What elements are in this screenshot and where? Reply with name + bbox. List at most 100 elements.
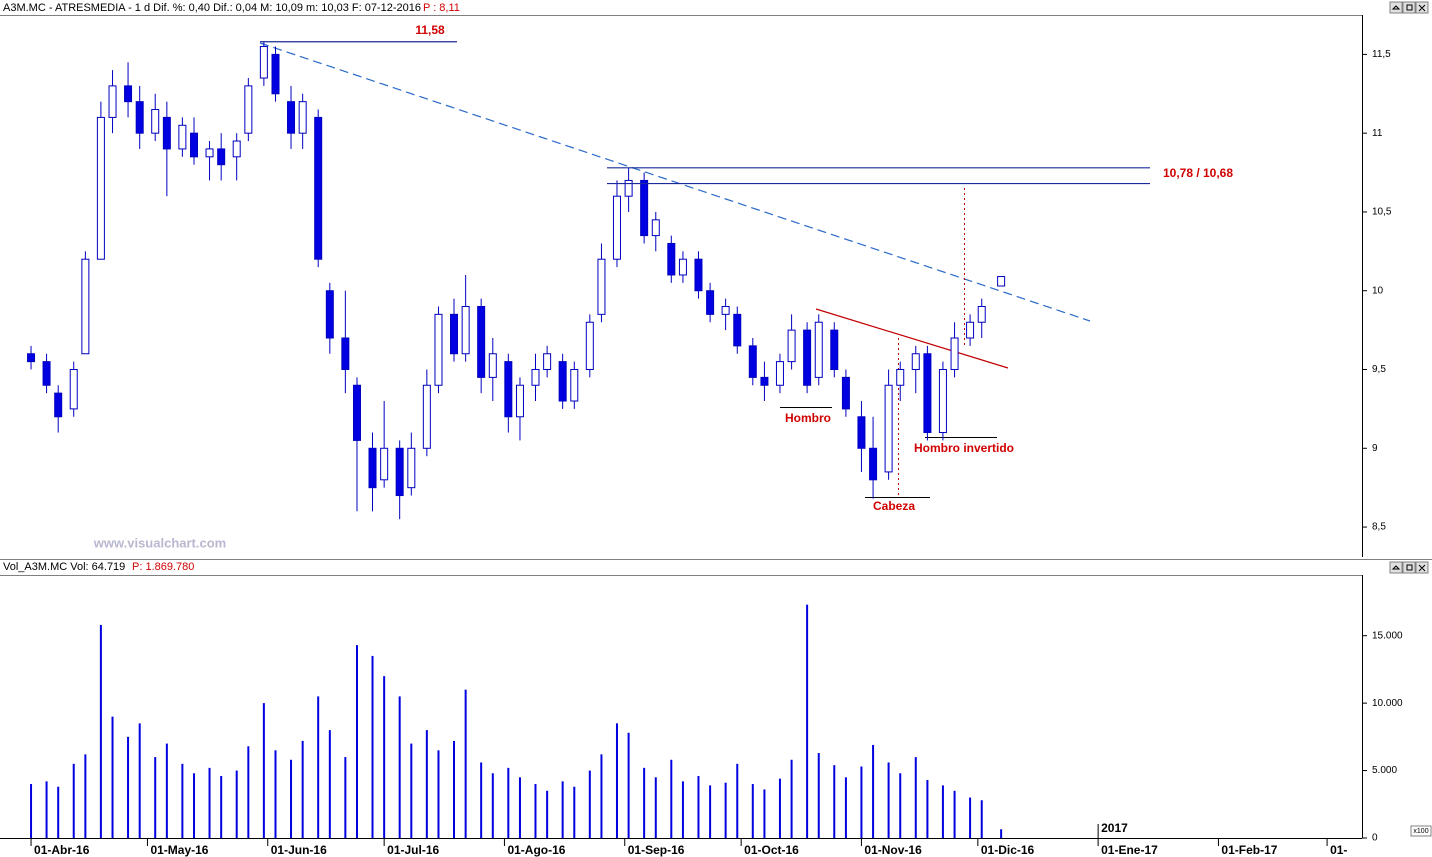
candle-body (775, 361, 784, 386)
volume-header-p: P: 1.869.780 (132, 561, 194, 573)
volume-bar (154, 757, 157, 838)
volume-bar (887, 762, 890, 838)
volume-bar (670, 759, 673, 838)
candle-body (368, 447, 377, 489)
volume-bar (410, 743, 413, 838)
button-icons (1391, 4, 1426, 12)
y-tick-label: 10 (1372, 285, 1384, 296)
candle-body (162, 116, 171, 150)
volume-bar (588, 770, 591, 838)
candle-body (869, 447, 878, 481)
volume-bar (914, 757, 917, 838)
volume-bar (274, 750, 277, 838)
candle-body (271, 53, 280, 95)
volume-bar (763, 789, 766, 838)
candle-body (950, 337, 959, 371)
candle-body (977, 305, 986, 323)
volume-bar (681, 781, 684, 838)
price-window-buttons[interactable] (1389, 1, 1429, 14)
volume-bar (453, 740, 455, 838)
volume-bar (736, 763, 739, 838)
x-tick-label: 01- (1330, 843, 1347, 857)
candle-body (325, 290, 334, 339)
candle-body (108, 85, 117, 118)
volume-bar (969, 797, 972, 838)
year-label: 2017 (1101, 821, 1128, 835)
x-tick-label: 01-Sep-16 (628, 843, 685, 857)
candle-body (678, 258, 687, 276)
volume-bar (57, 786, 60, 838)
volume-bar (193, 773, 196, 838)
y-tick-label: 9,5 (1372, 364, 1386, 375)
volume-bar (899, 773, 902, 838)
x-tick-label: 01-Ago-16 (507, 843, 565, 857)
volume-bar (751, 784, 754, 838)
volume-bar (72, 763, 75, 838)
volume-bar (518, 777, 521, 838)
candle-body (135, 101, 144, 134)
volume-bar (953, 790, 956, 838)
volume-bar (980, 800, 983, 838)
minimize-button[interactable] (1389, 1, 1403, 14)
volume-bar (806, 604, 809, 838)
volume-header: Vol_A3M.MC Vol: 64.719 (3, 561, 125, 573)
y-tick-label: 5.000 (1372, 765, 1397, 776)
volume-bar (833, 765, 836, 838)
price-header: A3M.MC - ATRESMEDIA - 1 d Dif. %: 0,40 D… (3, 2, 421, 14)
candle-body (54, 392, 63, 418)
volume-bar (290, 759, 293, 838)
level-label: 11,58 (415, 23, 445, 37)
volume-window-buttons[interactable] (1389, 561, 1429, 574)
volume-bar (778, 778, 781, 838)
volume-bar (926, 780, 929, 838)
volume-bar (480, 762, 483, 838)
candle-body (450, 313, 458, 355)
maximize-button[interactable] (1402, 561, 1416, 574)
annotation: Cabeza (873, 499, 915, 513)
volume-bar (507, 767, 510, 838)
volume-bar (941, 785, 944, 838)
volume-bar (872, 744, 875, 838)
volume-bar (208, 767, 211, 838)
candle-body (380, 447, 389, 481)
volume-bar (220, 775, 223, 838)
volume-bar (1000, 829, 1003, 838)
button-icons (1391, 564, 1426, 572)
volume-bar (45, 781, 48, 838)
volume-bar (127, 736, 130, 838)
candle-body (640, 179, 649, 237)
volume-bar (262, 703, 265, 838)
trend-line (259, 42, 1091, 322)
candle-body (830, 329, 839, 371)
candle-body (352, 384, 361, 441)
candle-body (787, 329, 796, 363)
candle-body (407, 447, 416, 489)
volume-bar (235, 770, 238, 838)
volume-bar (600, 754, 603, 838)
volume-bar (181, 763, 184, 838)
volume-bar (398, 696, 401, 838)
candle-body (96, 116, 105, 260)
candle-body (911, 353, 920, 371)
volume-bar (860, 766, 863, 838)
volume-bar (790, 759, 793, 838)
minimize-button[interactable] (1389, 561, 1403, 574)
candle-body (814, 321, 823, 378)
volume-bar (138, 723, 141, 838)
volume-bar (643, 767, 646, 838)
x-tick-label: 01-Feb-17 (1221, 843, 1277, 857)
candle-body (531, 369, 540, 386)
maximize-button[interactable] (1402, 1, 1416, 14)
volume-bar (344, 757, 347, 838)
candle-body (27, 353, 36, 363)
volume-bar (724, 782, 727, 838)
volume-bar (425, 730, 428, 838)
candle-body (190, 132, 199, 158)
annotation: Hombro invertido (914, 441, 1014, 455)
unit-box (1410, 825, 1432, 837)
candle-body (966, 321, 975, 339)
candle-body (667, 242, 676, 276)
annotation: Hombro (785, 411, 831, 425)
